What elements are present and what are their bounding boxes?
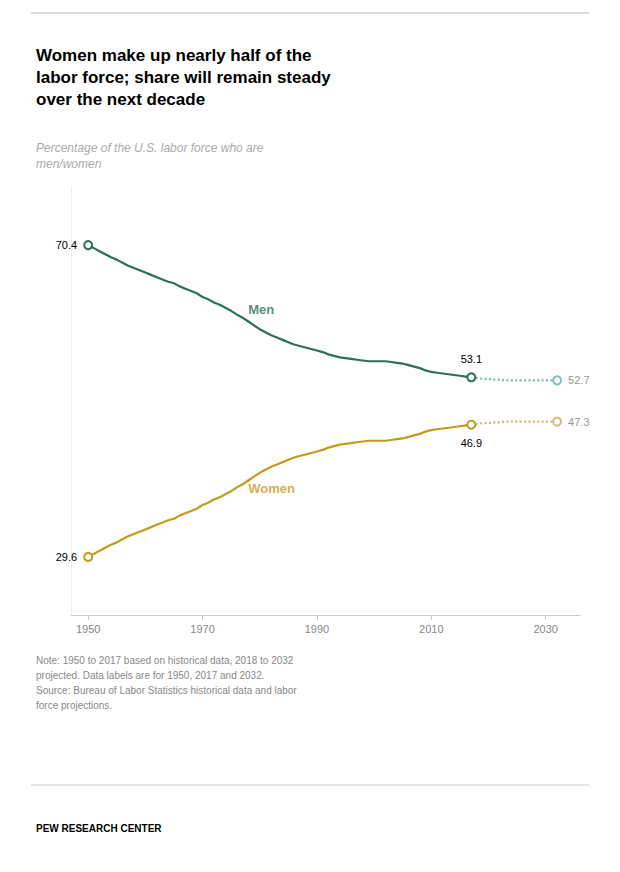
svg-text:Source: Bureau of Labor Statis: Source: Bureau of Labor Statistics histo… [36,685,297,696]
svg-text:2030: 2030 [533,623,557,635]
svg-text:Women make up nearly half of t: Women make up nearly half of the [36,46,312,65]
svg-text:2010: 2010 [419,623,443,635]
svg-text:47.3: 47.3 [568,416,589,428]
svg-text:Men: Men [248,302,274,317]
svg-text:1990: 1990 [305,623,329,635]
svg-text:70.4: 70.4 [56,239,77,251]
svg-text:Women: Women [248,481,295,496]
svg-text:PEW RESEARCH CENTER: PEW RESEARCH CENTER [36,823,162,834]
svg-text:1950: 1950 [76,623,100,635]
svg-text:labor force; share will remain: labor force; share will remain steady [36,68,331,87]
svg-text:52.7: 52.7 [568,374,589,386]
svg-text:force projections.: force projections. [36,700,112,711]
svg-text:projected. Data labels are for: projected. Data labels are for 1950, 201… [36,670,265,681]
svg-text:over the next decade: over the next decade [36,90,205,109]
svg-text:1970: 1970 [190,623,214,635]
svg-text:Note: 1950 to 2017 based on hi: Note: 1950 to 2017 based on historical d… [36,655,294,666]
svg-text:Percentage of the U.S. labor f: Percentage of the U.S. labor force who a… [36,141,264,155]
svg-text:53.1: 53.1 [461,353,482,365]
svg-text:46.9: 46.9 [461,437,482,449]
svg-text:men/women: men/women [36,157,102,171]
svg-text:29.6: 29.6 [56,551,77,563]
